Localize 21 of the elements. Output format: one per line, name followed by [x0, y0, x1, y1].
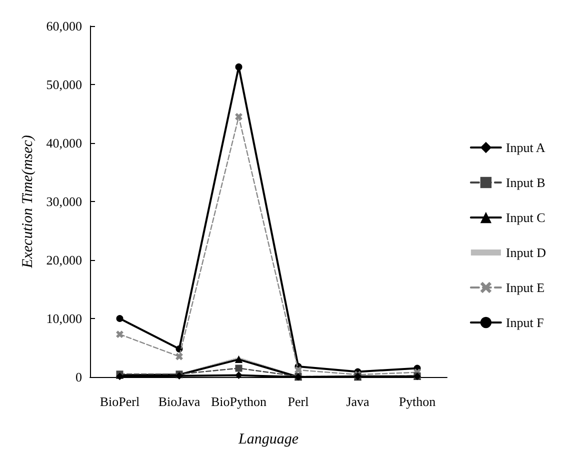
y-tick-label: 60,000	[46, 18, 82, 34]
legend-label: Input A	[506, 140, 546, 155]
x-axis-title: Language	[238, 432, 299, 448]
legend-label: Input C	[506, 210, 546, 225]
x-tick-label: BioPython	[210, 394, 268, 409]
y-tick-label: 20,000	[46, 252, 82, 268]
legend-label: Input B	[506, 175, 546, 190]
y-tick-label: 0	[76, 370, 82, 384]
legend-label: Input D	[506, 245, 546, 260]
y-axis-title: Execution Time(msec)	[20, 135, 36, 269]
y-tick-label: 40,000	[46, 136, 82, 150]
x-tick-label: Python	[398, 394, 436, 409]
legend-label: Input E	[506, 280, 545, 295]
legend-label: Input F	[506, 315, 544, 330]
x-tick-label: Perl	[288, 394, 310, 409]
x-tick-label: BioJava	[158, 394, 200, 409]
y-tick-label: 10,000	[46, 311, 82, 326]
x-tick-label: BioPerl	[100, 394, 140, 409]
x-tick-label: Java	[346, 394, 370, 409]
y-tick-label: 50,000	[46, 77, 82, 92]
y-tick-label: 30,000	[46, 194, 82, 209]
